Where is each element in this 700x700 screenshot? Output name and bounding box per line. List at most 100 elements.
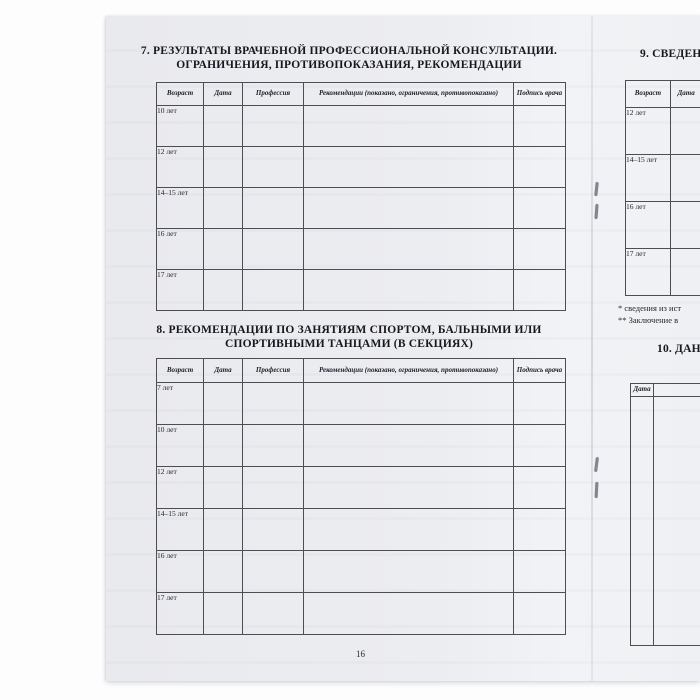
empty-cell (513, 592, 566, 635)
empty-cell (303, 550, 514, 593)
right-page: 9. СВЕДЕН Возраст Дата 12 лет 14–15 лет … (592, 16, 700, 681)
header-cell-date: Дата (203, 82, 243, 106)
age-cell: 17 лет (156, 592, 204, 635)
age-cell: 12 лет (625, 107, 671, 155)
empty-cell (303, 466, 514, 509)
age-cell: 17 лет (625, 248, 671, 296)
page-number: 16 (356, 649, 365, 659)
empty-cell (303, 382, 514, 425)
header-cell-clipped (653, 383, 700, 397)
section10-title: 10. ДАНН (657, 343, 700, 355)
header-cell-age: Возраст (156, 82, 204, 106)
empty-cell (513, 466, 566, 509)
empty-cell (242, 269, 304, 311)
empty-cell (242, 592, 304, 635)
empty-cell (242, 146, 304, 188)
empty-cell (513, 105, 566, 147)
empty-cell (669, 107, 700, 155)
table-header-row: Возраст Дата (625, 80, 700, 108)
empty-cell (242, 228, 304, 270)
table-row: 12 лет (625, 107, 700, 155)
table-header-row: Дата (630, 383, 700, 397)
section8-title-line1: 8. РЕКОМЕНДАЦИИ ПО ЗАНЯТИЯМ СПОРТОМ, БАЛ… (156, 324, 542, 336)
header-cell-date: Дата (630, 383, 654, 397)
section8-title-line2: СПОРТИВНЫМИ ТАНЦАМИ (В СЕКЦИЯХ) (224, 337, 474, 350)
header-cell-date: Дата (669, 80, 700, 108)
empty-cell (303, 424, 514, 467)
empty-cell (303, 508, 514, 551)
empty-cell (513, 508, 566, 551)
section7-title-line2: ОГРАНИЧЕНИЯ, ПРОТИВОПОКАЗАНИЯ, РЕКОМЕНДА… (176, 58, 522, 71)
empty-cell (203, 424, 243, 467)
table-row: 16 лет (156, 550, 566, 593)
header-cell-age: Возраст (156, 358, 204, 383)
empty-cell (513, 228, 566, 270)
section9-title: 9. СВЕДЕН (640, 48, 700, 60)
table-row: 10 лет (156, 105, 566, 147)
header-cell-recommendations: Рекомендации (показано, ограничения, про… (303, 358, 514, 383)
table-row: 10 лет (156, 424, 566, 467)
empty-cell (630, 396, 654, 646)
age-cell: 16 лет (156, 228, 204, 270)
empty-cell (242, 466, 304, 509)
age-cell: 16 лет (625, 201, 671, 249)
empty-cell (669, 201, 700, 249)
age-cell: 16 лет (156, 550, 204, 593)
empty-cell (303, 187, 514, 229)
table-section10: Дата (630, 383, 700, 646)
empty-cell (303, 269, 514, 311)
empty-cell (653, 396, 700, 646)
table-row: 17 лет (156, 592, 566, 635)
empty-cell (513, 424, 566, 467)
table-row: 16 лет (156, 228, 566, 270)
table-row: 14–15 лет (156, 508, 566, 551)
header-cell-profession: Профессия (242, 82, 304, 106)
empty-cell (203, 187, 243, 229)
booklet-spread: 7. РЕЗУЛЬТАТЫ ВРАЧЕБНОЙ ПРОФЕССИОНАЛЬНОЙ… (106, 16, 700, 681)
table-row: 12 лет (156, 146, 566, 188)
empty-cell (203, 466, 243, 509)
empty-cell (513, 269, 566, 311)
header-cell-recommendations: Рекомендации (показано, ограничения, про… (303, 82, 514, 106)
header-cell-signature: Подпись врача (513, 358, 566, 383)
age-cell: 10 лет (156, 424, 204, 467)
footnote-double-asterisk: ** Заключение в (618, 315, 679, 325)
footnote-asterisk: * сведения из ист (618, 303, 682, 313)
empty-cell (513, 187, 566, 229)
empty-cell (303, 592, 514, 635)
empty-cell (669, 154, 700, 202)
header-cell-date: Дата (203, 358, 243, 383)
age-cell: 14–15 лет (156, 187, 204, 229)
header-cell-age: Возраст (625, 80, 671, 108)
empty-cell (203, 228, 243, 270)
table-consultation: Возраст Дата Профессия Рекомендации (пок… (156, 82, 566, 311)
empty-cell (203, 382, 243, 425)
table-row (630, 396, 700, 646)
empty-cell (203, 550, 243, 593)
age-cell: 7 лет (156, 382, 204, 425)
table-header-row: Возраст Дата Профессия Рекомендации (пок… (156, 358, 566, 383)
empty-cell (242, 550, 304, 593)
table-sport-recommendations: Возраст Дата Профессия Рекомендации (пок… (156, 358, 566, 635)
empty-cell (513, 382, 566, 425)
header-cell-profession: Профессия (242, 358, 304, 383)
table-row: 17 лет (156, 269, 566, 311)
section7-title-line1: 7. РЕЗУЛЬТАТЫ ВРАЧЕБНОЙ ПРОФЕССИОНАЛЬНОЙ… (140, 45, 558, 57)
empty-cell (242, 424, 304, 467)
table-row: 14–15 лет (156, 187, 566, 229)
empty-cell (513, 146, 566, 188)
section7-title: 7. РЕЗУЛЬТАТЫ ВРАЧЕБНОЙ ПРОФЕССИОНАЛЬНОЙ… (106, 45, 592, 72)
table-row: 7 лет (156, 382, 566, 425)
empty-cell (513, 550, 566, 593)
table-row: 12 лет (156, 466, 566, 509)
empty-cell (203, 269, 243, 311)
empty-cell (242, 187, 304, 229)
empty-cell (303, 228, 514, 270)
empty-cell (242, 382, 304, 425)
section8-title: 8. РЕКОМЕНДАЦИИ ПО ЗАНЯТИЯМ СПОРТОМ, БАЛ… (106, 324, 592, 351)
empty-cell (242, 508, 304, 551)
empty-cell (203, 508, 243, 551)
empty-cell (303, 105, 514, 147)
table-row: 16 лет (625, 201, 700, 249)
empty-cell (669, 248, 700, 296)
